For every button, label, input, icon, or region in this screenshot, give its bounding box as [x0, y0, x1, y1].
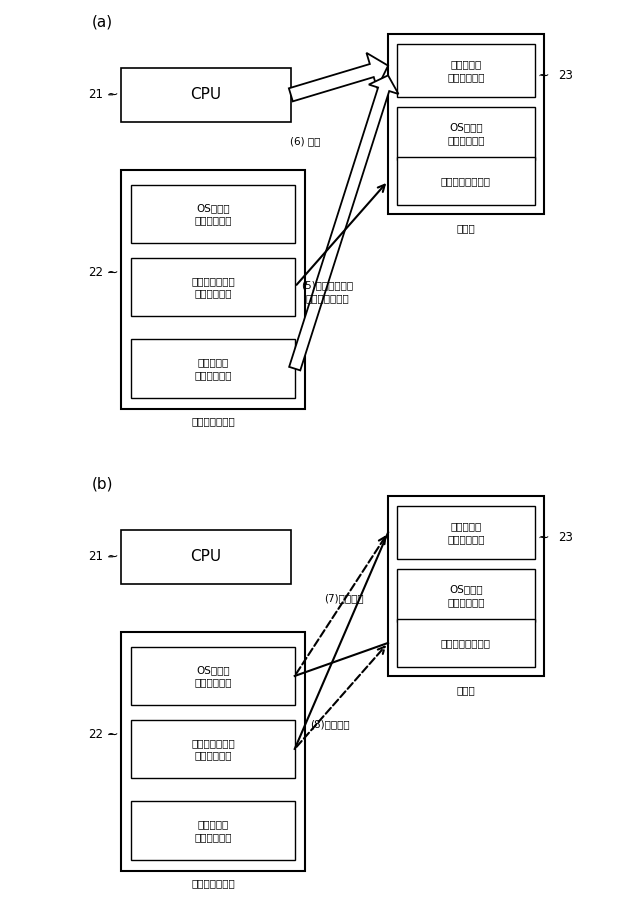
Text: ハードディスク: ハードディスク — [191, 416, 235, 426]
FancyBboxPatch shape — [397, 618, 535, 667]
Text: 21: 21 — [88, 89, 104, 102]
Text: OSデータ
（プロセス）: OSデータ （プロセス） — [447, 123, 484, 145]
Text: メモリ: メモリ — [456, 223, 476, 233]
Text: 21: 21 — [88, 551, 104, 564]
Text: プログラム
（ファイル）: プログラム （ファイル） — [195, 358, 232, 380]
Text: プログラム
（ファイル）: プログラム （ファイル） — [195, 820, 232, 842]
FancyBboxPatch shape — [131, 339, 294, 398]
Text: ユーザーデータ
（ファイル）: ユーザーデータ （ファイル） — [191, 737, 235, 760]
FancyBboxPatch shape — [388, 496, 544, 676]
Text: 22: 22 — [88, 728, 104, 741]
FancyBboxPatch shape — [120, 170, 305, 408]
Text: ~: ~ — [106, 265, 118, 279]
Text: (a): (a) — [92, 15, 113, 30]
Text: CPU: CPU — [190, 550, 221, 565]
Text: (7)アクセス: (7)アクセス — [324, 593, 364, 603]
Text: 23: 23 — [558, 531, 573, 544]
Text: プログラム
（プロセス）: プログラム （プロセス） — [447, 521, 484, 543]
Text: ~: ~ — [538, 68, 550, 82]
Text: (b): (b) — [92, 477, 113, 492]
Text: ~: ~ — [538, 530, 550, 544]
FancyBboxPatch shape — [120, 632, 305, 870]
Text: OSデータ
（ファイル）: OSデータ （ファイル） — [195, 202, 232, 225]
Text: OSデータ
（プロセス）: OSデータ （プロセス） — [447, 585, 484, 607]
Text: OSデータ
（ファイル）: OSデータ （ファイル） — [195, 664, 232, 687]
Text: (6) 実行: (6) 実行 — [290, 136, 321, 146]
Text: ~: ~ — [106, 727, 118, 741]
FancyBboxPatch shape — [131, 258, 294, 316]
Text: (5)プログラムを
メモリにロード: (5)プログラムを メモリにロード — [301, 281, 353, 303]
FancyBboxPatch shape — [131, 720, 294, 778]
Text: CPU: CPU — [190, 88, 221, 103]
Text: メモリ: メモリ — [456, 685, 476, 695]
FancyBboxPatch shape — [397, 569, 535, 623]
Text: (8)ブロック: (8)ブロック — [310, 720, 349, 730]
FancyBboxPatch shape — [397, 505, 535, 559]
Polygon shape — [289, 76, 399, 371]
FancyBboxPatch shape — [131, 647, 294, 705]
FancyBboxPatch shape — [397, 156, 535, 205]
FancyBboxPatch shape — [397, 43, 535, 97]
Text: 23: 23 — [558, 69, 573, 82]
Text: 本発明プログラム: 本発明プログラム — [441, 176, 491, 186]
Text: プログラム
（プロセス）: プログラム （プロセス） — [447, 59, 484, 81]
FancyBboxPatch shape — [120, 530, 291, 584]
FancyBboxPatch shape — [120, 68, 291, 122]
Text: ~: ~ — [106, 550, 118, 564]
Text: ハードディスク: ハードディスク — [191, 878, 235, 888]
Text: ~: ~ — [106, 88, 118, 102]
Polygon shape — [289, 53, 388, 102]
Text: 本発明プログラム: 本発明プログラム — [441, 638, 491, 648]
FancyBboxPatch shape — [131, 801, 294, 860]
FancyBboxPatch shape — [131, 185, 294, 243]
FancyBboxPatch shape — [388, 34, 544, 214]
Text: ユーザーデータ
（ファイル）: ユーザーデータ （ファイル） — [191, 275, 235, 298]
FancyBboxPatch shape — [397, 107, 535, 161]
Text: 22: 22 — [88, 266, 104, 279]
